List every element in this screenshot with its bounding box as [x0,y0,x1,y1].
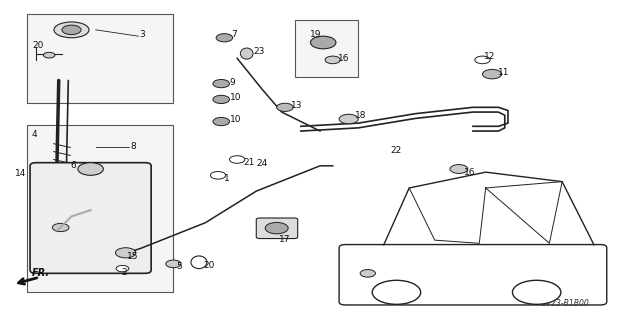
Circle shape [230,156,245,163]
Ellipse shape [241,48,253,59]
Text: 17: 17 [278,235,290,244]
Text: 18: 18 [355,111,367,120]
Ellipse shape [310,36,336,49]
Text: 21: 21 [244,158,255,167]
Text: 4: 4 [32,130,38,139]
Text: 16: 16 [464,168,476,177]
Text: 15: 15 [127,252,138,261]
FancyBboxPatch shape [30,163,151,273]
Circle shape [483,69,502,79]
Circle shape [216,33,233,42]
Circle shape [265,222,288,234]
Circle shape [213,95,230,104]
Circle shape [213,79,230,88]
Text: 14: 14 [15,169,27,178]
Text: 5: 5 [177,262,182,271]
Circle shape [62,25,81,34]
Text: 16: 16 [338,54,349,63]
FancyBboxPatch shape [339,245,607,305]
Circle shape [513,280,561,304]
Circle shape [372,280,420,304]
Text: 10: 10 [230,115,241,124]
Text: 9: 9 [230,78,236,86]
Text: 13: 13 [291,101,303,110]
Text: 22: 22 [390,145,401,154]
Circle shape [450,165,468,174]
Circle shape [360,270,376,277]
FancyBboxPatch shape [27,14,173,103]
Text: 12: 12 [484,52,496,61]
Text: 2: 2 [121,268,127,277]
Text: 20: 20 [204,261,215,270]
Text: 19: 19 [310,30,322,39]
Circle shape [339,114,358,124]
Text: SV23-B1B00: SV23-B1B00 [541,299,589,308]
Circle shape [475,56,490,64]
Ellipse shape [78,163,103,175]
FancyBboxPatch shape [256,218,298,239]
Ellipse shape [54,22,89,38]
Circle shape [44,52,55,58]
Circle shape [116,265,129,272]
Text: 24: 24 [256,159,268,168]
Text: 11: 11 [499,68,510,77]
Circle shape [52,223,69,232]
Text: 20: 20 [32,41,44,49]
FancyBboxPatch shape [27,125,173,292]
Text: FR.: FR. [32,268,50,278]
Circle shape [211,172,226,179]
Text: 10: 10 [230,93,241,102]
Text: 6: 6 [70,161,76,170]
FancyBboxPatch shape [294,20,358,77]
Text: 8: 8 [130,142,136,151]
Circle shape [166,260,181,268]
Circle shape [325,56,340,64]
Circle shape [115,248,136,258]
Text: 23: 23 [253,48,264,56]
Circle shape [276,103,293,111]
Text: 7: 7 [231,30,237,39]
Text: 1: 1 [225,174,230,183]
Ellipse shape [191,256,207,269]
Text: 3: 3 [139,30,145,39]
Circle shape [213,117,230,126]
